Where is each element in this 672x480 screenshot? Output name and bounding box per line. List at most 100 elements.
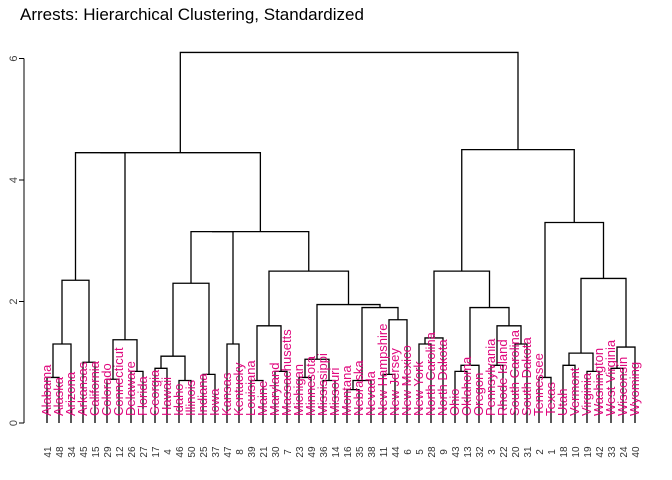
leaf-number: 43 — [451, 446, 462, 458]
leaf-label: Minnesota — [303, 355, 318, 416]
leaf-label: Mississippi — [315, 353, 330, 416]
leaf-number: 41 — [43, 446, 54, 458]
dendrogram-merge — [190, 230, 234, 345]
leaf-label: Maryland — [267, 363, 282, 416]
dendrogram-merge — [61, 279, 90, 363]
leaf-number: 26 — [127, 446, 138, 458]
leaf-label: Indiana — [195, 373, 210, 416]
leaf-label: Oregon — [471, 373, 486, 416]
leaf-number: 50 — [187, 446, 198, 458]
leaf-number: 11 — [379, 446, 390, 457]
leaf-number: 35 — [355, 446, 366, 458]
dendrogram-merge — [616, 346, 636, 423]
leaf-number: 40 — [631, 446, 642, 458]
leaf-label: Vermont — [567, 367, 582, 416]
leaf-number: 34 — [67, 446, 78, 458]
dendrogram-merge — [212, 230, 310, 272]
leaf-number: 21 — [259, 446, 270, 458]
dendrogram-merge — [490, 364, 504, 423]
leaf-label: Iowa — [207, 388, 222, 416]
leaf-label: Nevada — [363, 370, 378, 416]
leaf-number: 17 — [151, 446, 162, 458]
leaf-label: New Jersey — [387, 348, 402, 416]
leaf-label: New Hampshire — [375, 324, 390, 416]
leaf-label: Georgia — [147, 369, 162, 416]
leaf-number: 20 — [511, 446, 522, 458]
leaf-number: 8 — [235, 449, 246, 455]
leaf-label: Montana — [339, 365, 354, 416]
leaf-label: Michigan — [291, 364, 306, 416]
leaf-label: Oklahoma — [459, 356, 474, 416]
leaf-number: 33 — [607, 446, 618, 458]
leaf-label: Texas — [543, 382, 558, 416]
leaf-number: 9 — [439, 449, 450, 455]
leaf-number: 5 — [415, 449, 426, 455]
leaf-labels: AlabamaAlaskaArizonaArkansasCaliforniaCo… — [39, 324, 642, 416]
leaf-label: Nebraska — [351, 360, 366, 416]
leaf-number: 27 — [139, 446, 150, 458]
leaf-label: Utah — [555, 389, 570, 416]
leaf-number: 36 — [319, 446, 330, 458]
dendrogram-merge — [433, 270, 491, 338]
leaf-number: 49 — [307, 446, 318, 458]
leaf-label: Idaho — [171, 383, 186, 416]
leaf-label: Maine — [255, 381, 270, 416]
y-tick-label: 4 — [8, 177, 20, 183]
leaf-label: Massachusetts — [279, 329, 294, 416]
leaf-label: Kentucky — [231, 362, 246, 416]
leaf-number: 23 — [295, 446, 306, 458]
leaf-number: 31 — [523, 446, 534, 458]
dendrogram-merge — [460, 364, 480, 423]
leaf-number: 14 — [331, 446, 342, 458]
leaf-number: 48 — [55, 446, 66, 458]
leaf-number: 3 — [487, 449, 498, 455]
leaf-label: South Dakota — [519, 336, 534, 416]
leaf-number: 45 — [79, 446, 90, 458]
leaf-number: 13 — [463, 446, 474, 458]
leaf-label: Tennessee — [531, 353, 546, 416]
plot-title: Arrests: Hierarchical Clustering, Standa… — [20, 5, 364, 24]
leaf-number: 25 — [199, 446, 210, 458]
leaf-label: Colorado — [99, 363, 114, 416]
dendrogram-merge — [268, 270, 350, 326]
leaf-number: 24 — [619, 446, 630, 458]
leaf-number: 2 — [535, 449, 546, 455]
dendrogram-merge — [562, 364, 576, 423]
dendrogram-merge — [172, 282, 210, 375]
leaf-label: South Carolina — [507, 329, 522, 416]
dendrogram-branches — [46, 51, 636, 423]
leaf-number: 16 — [343, 446, 354, 458]
dendrogram-merge — [100, 152, 262, 232]
leaf-label: Wyoming — [627, 362, 642, 416]
leaf-label: Kansas — [219, 372, 234, 416]
y-tick-label: 2 — [8, 298, 20, 304]
leaf-number: 47 — [223, 446, 234, 458]
dendrogram-merge — [46, 376, 60, 423]
leaf-label: Alabama — [39, 364, 54, 416]
leaf-number: 32 — [475, 446, 486, 458]
leaf-number: 1 — [547, 449, 558, 455]
leaf-label: California — [87, 360, 102, 416]
leaf-label: New Mexico — [399, 345, 414, 416]
leaf-number: 19 — [583, 446, 594, 458]
dendrogram-merge — [74, 152, 126, 340]
leaf-label: Hawaii — [159, 377, 174, 416]
leaf-label: Florida — [135, 375, 150, 416]
leaf-label: Ohio — [447, 389, 462, 416]
dendrogram-merge — [568, 352, 594, 372]
leaf-label: Washington — [591, 348, 606, 416]
leaf-number: 6 — [403, 449, 414, 455]
leaf-label: Louisiana — [243, 360, 258, 416]
leaf-number: 4 — [163, 449, 174, 455]
leaf-number: 30 — [271, 446, 282, 458]
leaf-label: Virginia — [579, 372, 594, 416]
leaf-number: 12 — [115, 446, 126, 458]
leaf-label: Connecticut — [111, 347, 126, 416]
leaf-number: 39 — [247, 446, 258, 458]
leaf-number: 28 — [427, 446, 438, 458]
leaf-numbers: 41 48 34 45 15 29 12 26 27 17 4 46 50 25 37 47 8 39 21 30 7 2… — [43, 446, 642, 458]
dendrogram-merge — [179, 51, 519, 153]
leaf-label: Wisconsin — [615, 357, 630, 416]
leaf-label: Arkansas — [75, 361, 90, 416]
